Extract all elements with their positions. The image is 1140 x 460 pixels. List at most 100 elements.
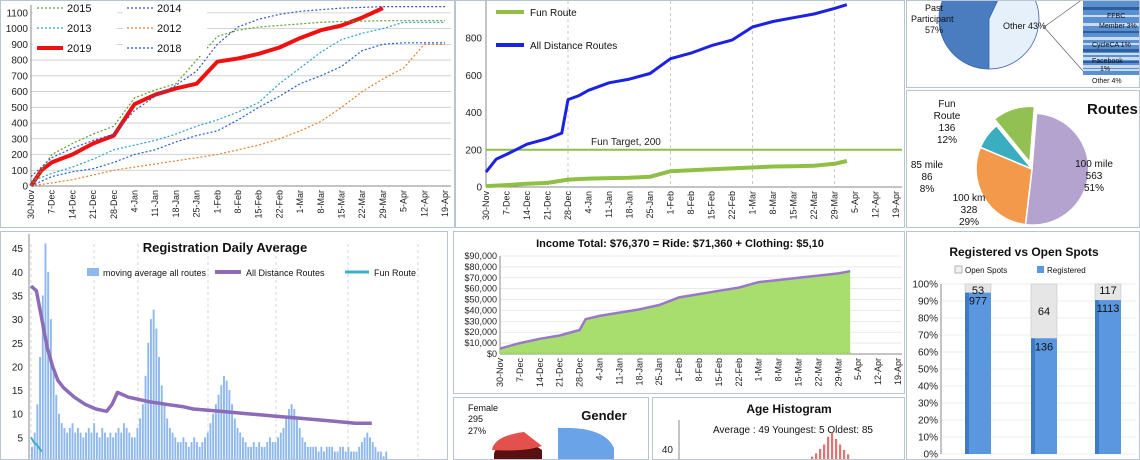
x-tick-label: 11-Jan [604, 191, 614, 218]
bar [298, 427, 301, 459]
x-tick-label: 22-Mar [357, 190, 367, 219]
bar [128, 432, 131, 459]
registered-value-label: 136 [1035, 341, 1053, 353]
x-tick-label: 25-Jan [645, 191, 655, 219]
bar [36, 404, 39, 459]
bar [347, 446, 350, 459]
bar [171, 432, 174, 459]
stacked-bar-segment [1083, 69, 1139, 71]
x-tick-label: 1-Feb [666, 191, 676, 215]
fun-target-label: Fun Target, 200 [591, 137, 661, 148]
bar [58, 413, 60, 459]
y-tick-label: 70% [918, 331, 938, 342]
bar [39, 356, 42, 459]
registered-value-label: 1113 [1097, 303, 1120, 315]
bar [220, 385, 223, 459]
bar [131, 437, 133, 459]
pie-percent: 29% [959, 217, 979, 228]
registered-bar-segment [1031, 338, 1057, 454]
open-value-label: 117 [1099, 285, 1117, 297]
x-tick-label: 4-Jan [130, 190, 140, 213]
y-tick-label: 10% [918, 433, 938, 444]
y-tick-label: $60,000 [464, 284, 497, 294]
bar [60, 423, 63, 459]
y-tick-label: 25 [12, 339, 24, 350]
y-tick-label: 35 [12, 291, 24, 302]
y-tick-label: 0 [22, 182, 28, 193]
y-tick-label: 600 [465, 71, 482, 82]
x-tick-label: 19-Apr [440, 190, 450, 217]
x-tick-label: 12-Apr [871, 191, 881, 218]
stacked-bar-segment [1083, 53, 1139, 55]
bar [236, 427, 239, 459]
y-tick-label: 100% [912, 280, 938, 291]
female-slice [492, 432, 542, 451]
bar [358, 446, 361, 459]
pie-slice [988, 1, 1040, 70]
bar [106, 437, 109, 459]
routes-vs-target-chart: 0 200 400 600 800 Fun Target, 200 30-Nov 7-Dec 1… [465, 1, 902, 221]
bar [52, 366, 55, 459]
bar [314, 446, 317, 459]
registered-bar-segment [965, 292, 991, 454]
y-tick-label: 900 [11, 40, 28, 51]
bar [177, 442, 179, 459]
y-tick-label: 400 [465, 108, 482, 119]
y-tick-label: 30% [918, 399, 938, 410]
avg-line [29, 284, 372, 425]
stacked-bar-segment [1083, 57, 1139, 60]
bar [198, 446, 201, 459]
stacked-bar-segment [1083, 43, 1139, 45]
bar [271, 442, 274, 459]
bar [255, 446, 258, 459]
x-tick-label: 14-Dec [522, 191, 532, 221]
bar [231, 404, 234, 459]
bar [55, 394, 58, 459]
y-tick-label: $90,000 [464, 251, 497, 261]
series-line-2019 [29, 6, 384, 188]
x-tick-label: 15-Mar [789, 191, 799, 220]
bar [93, 423, 96, 459]
x-tick-label: 25-Jan [192, 190, 202, 218]
bar [228, 390, 231, 459]
y-tick-label: 5 [17, 433, 23, 444]
series-line-2015 [30, 20, 445, 187]
bar [114, 432, 117, 459]
bar [185, 442, 188, 459]
stacked-bar-segment [1083, 49, 1139, 52]
bar [352, 451, 355, 459]
legend-label: All Distance Routes [530, 41, 617, 52]
age-histogram-panel: Age Histogram Average : 49 Youngest: 5 Ol… [652, 397, 905, 460]
y-tick-label: 40% [918, 382, 938, 393]
bar [350, 451, 353, 459]
x-tick-label: 22-Mar [809, 191, 819, 220]
bar [33, 432, 36, 459]
bar [120, 432, 123, 459]
x-tick-label: 15-Feb [254, 190, 264, 219]
bar [371, 442, 374, 459]
bar [360, 442, 363, 459]
registered-bar-shade [965, 292, 969, 454]
bar [212, 413, 215, 459]
y-tick-label: 60% [918, 348, 938, 359]
bar [320, 446, 323, 459]
bar [31, 446, 33, 459]
bar [266, 442, 269, 459]
registered-value-label: 977 [969, 296, 987, 308]
legend-swatch [87, 268, 99, 276]
x-tick-label: 4-Jan [584, 191, 594, 214]
pie-label: 100 km [953, 193, 986, 204]
x-tick-label: 7-Dec [502, 191, 512, 216]
pie-label: Past [925, 3, 944, 13]
bar [182, 437, 185, 459]
y-tick-label: 40 [12, 268, 24, 279]
y-tick-label: $0 [487, 349, 497, 359]
registered-bar-segment [1095, 300, 1121, 454]
y-tick-label: $80,000 [464, 262, 497, 272]
series-line [485, 159, 848, 189]
x-tick-label: 21-Dec [543, 191, 553, 221]
x-tick-label: 30-Nov [26, 190, 36, 220]
bar [239, 432, 242, 459]
x-tick-label: 1-Mar [295, 190, 305, 214]
